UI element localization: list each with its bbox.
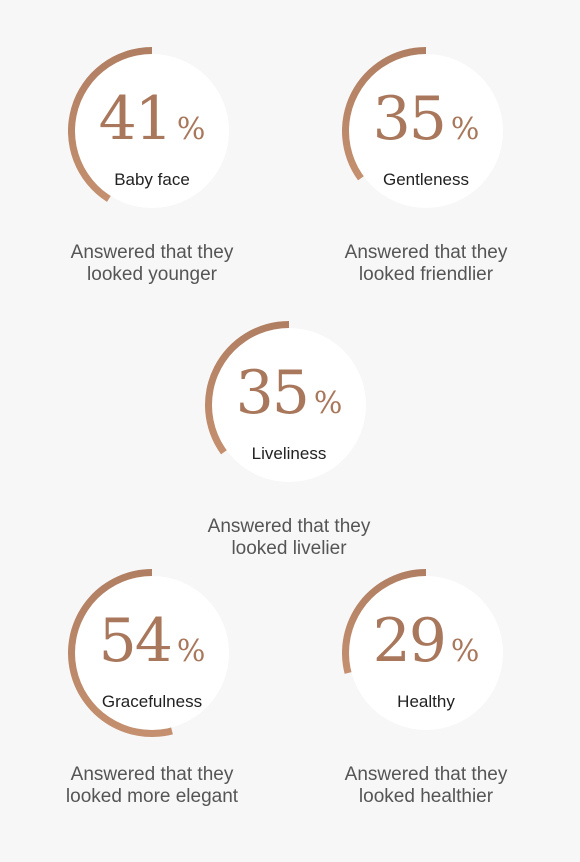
donut-center: 35% Gentleness <box>342 47 510 215</box>
donut-arc <box>205 321 289 455</box>
value-text: 54 <box>98 606 173 676</box>
caption-line: looked friendlier <box>358 264 494 285</box>
value-text: 29 <box>372 606 447 676</box>
donut-inner-circle <box>75 54 229 208</box>
caption-line: Answered that they <box>344 764 508 785</box>
value-text: 35 <box>235 358 310 428</box>
stat-item-gracefulness: 54% Gracefulness Answered that they look… <box>32 569 272 819</box>
caption-line: looked younger <box>87 264 217 285</box>
donut-center: 35% Liveliness <box>205 321 373 489</box>
value-text: 35 <box>372 84 447 154</box>
caption-line: Answered that they <box>344 242 508 263</box>
value-text: 41 <box>98 84 173 154</box>
category-label: Healthy <box>397 692 455 711</box>
category-label: Baby face <box>114 170 190 189</box>
percent-value: 54% <box>68 611 236 671</box>
stat-item-baby-face: 41% Baby face Answered that they looked … <box>32 47 272 297</box>
percent-sign: % <box>450 112 480 147</box>
percent-value: 29% <box>342 611 510 671</box>
caption-line: looked livelier <box>231 538 347 559</box>
percent-sign: % <box>176 112 206 147</box>
percent-sign: % <box>313 386 343 421</box>
donut-chart <box>342 47 503 208</box>
donut-inner-circle <box>75 576 229 730</box>
stat-item-gentleness: 35% Gentleness Answered that they looked… <box>306 47 546 297</box>
category-label: Liveliness <box>251 444 327 463</box>
percent-value: 35% <box>205 363 373 423</box>
caption-line: Answered that they <box>70 242 234 263</box>
caption-line: Answered that they <box>207 516 371 537</box>
donut-chart <box>68 569 229 737</box>
percent-value: 35% <box>342 89 510 149</box>
donut-center: 41% Baby face <box>68 47 236 215</box>
caption: Answered that they looked friendlier <box>306 242 546 286</box>
donut-arc <box>342 47 426 181</box>
caption: Answered that they looked more elegant <box>32 764 272 808</box>
caption-line: Answered that they <box>70 764 234 785</box>
category-label: Gracefulness <box>101 692 203 711</box>
stat-item-liveliness: 35% Liveliness Answered that they looked… <box>169 321 409 571</box>
donut-center: 29% Healthy <box>342 569 510 737</box>
donut-inner-circle <box>349 54 503 208</box>
donut-center: 54% Gracefulness <box>68 569 236 737</box>
caption-line: looked healthier <box>358 786 494 807</box>
percent-sign: % <box>450 634 480 669</box>
caption: Answered that they looked healthier <box>306 764 546 808</box>
percent-sign: % <box>176 634 206 669</box>
donut-inner-circle <box>349 576 503 730</box>
caption: Answered that they looked younger <box>32 242 272 286</box>
donut-chart <box>67 47 229 208</box>
category-label: Gentleness <box>383 170 469 189</box>
stat-item-healthy: 29% Healthy Answered that they looked he… <box>306 569 546 819</box>
caption-line: looked more elegant <box>65 786 239 807</box>
donut-inner-circle <box>212 328 366 482</box>
caption: Answered that they looked livelier <box>169 516 409 560</box>
percent-value: 41% <box>68 89 236 149</box>
donut-chart <box>205 321 366 482</box>
donut-chart <box>342 569 503 730</box>
